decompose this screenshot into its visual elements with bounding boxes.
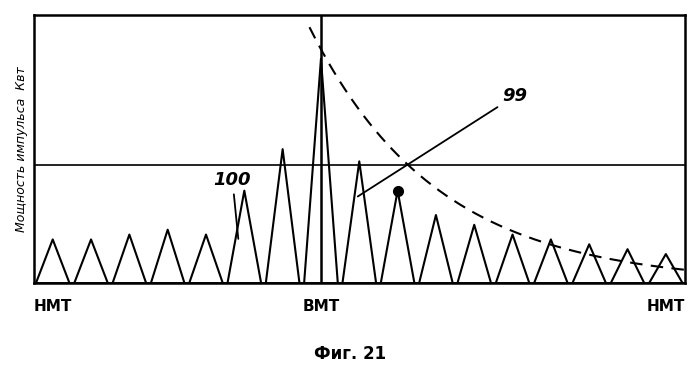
Text: 99: 99 — [358, 87, 528, 196]
Text: НМТ: НМТ — [647, 299, 685, 315]
Text: Фиг. 21: Фиг. 21 — [314, 345, 386, 363]
Y-axis label: Мощность импульса  Квт: Мощность импульса Квт — [15, 66, 28, 232]
Text: 100: 100 — [214, 171, 251, 239]
Text: НМТ: НМТ — [34, 299, 72, 315]
Text: ВМТ: ВМТ — [302, 299, 340, 315]
